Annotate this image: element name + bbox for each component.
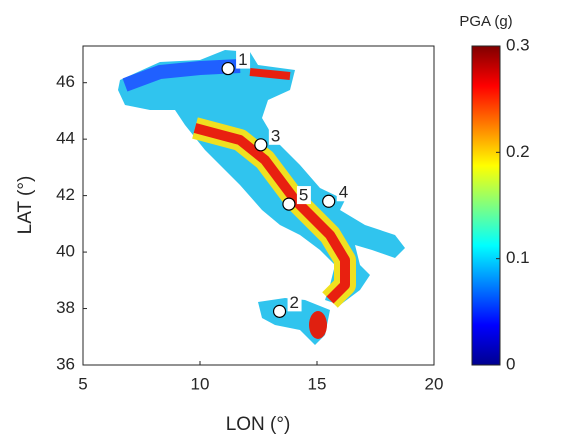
- x-tick-label: 5: [78, 374, 87, 393]
- point-label-bg: [287, 293, 302, 312]
- point-label: 3: [271, 126, 280, 145]
- point-label-bg: [236, 50, 251, 69]
- plot-frame: [82, 45, 435, 366]
- point-label: 5: [299, 186, 308, 205]
- point-label: 4: [339, 183, 348, 202]
- y-tick-label: 44: [56, 129, 75, 148]
- x-tick-label: 20: [425, 374, 444, 393]
- mainland: [118, 50, 405, 305]
- y-tick-label: 40: [56, 242, 75, 261]
- point-label: 1: [238, 50, 247, 69]
- colorbar-tick-label: 0.2: [506, 142, 530, 161]
- point-label-bg: [336, 183, 351, 202]
- y-axis-label: LAT (°): [15, 176, 36, 235]
- alps-band: [122, 59, 241, 92]
- site-point: [254, 138, 268, 152]
- colorbar: [471, 45, 501, 366]
- x-axis-label: LON (°): [226, 414, 291, 435]
- y-tick-label: 38: [56, 298, 75, 317]
- point-label: 2: [290, 293, 299, 312]
- colorbar-tick-label: 0.1: [506, 248, 530, 267]
- point-label-bg: [268, 126, 283, 145]
- sicily-hotspot: [309, 311, 327, 339]
- apennine-core: [193, 123, 350, 304]
- colorbar-title: PGA (g): [459, 13, 512, 30]
- site-point: [322, 194, 336, 208]
- colorbar-tick-label: 0: [506, 354, 515, 373]
- site-point: [221, 61, 235, 76]
- y-tick-label: 46: [56, 72, 75, 91]
- site-point: [272, 304, 287, 318]
- y-tick-label: 42: [56, 185, 75, 204]
- x-tick-label: 15: [308, 374, 327, 393]
- alps-east: [249, 68, 291, 80]
- y-tick-label: 36: [56, 354, 75, 373]
- x-tick-label: 10: [191, 374, 210, 393]
- pga-field: [118, 50, 405, 345]
- point-label-bg: [296, 186, 311, 205]
- site-point: [282, 197, 296, 211]
- colorbar-tick-label: 0.3: [506, 35, 530, 54]
